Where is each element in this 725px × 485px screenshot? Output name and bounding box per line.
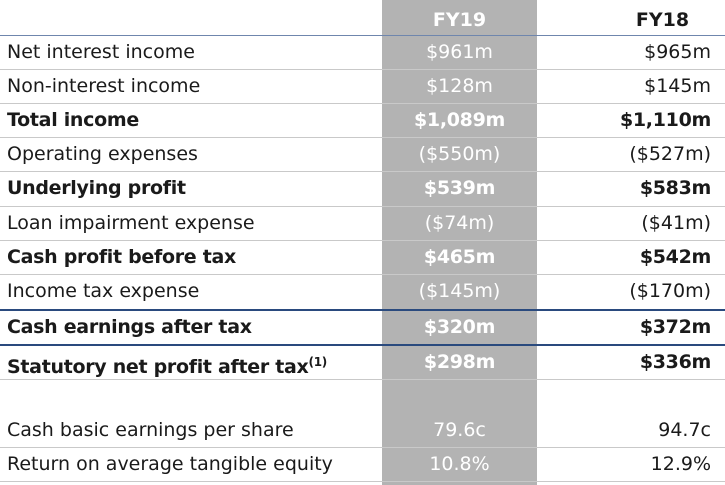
- row-label: Statutory net profit after tax(1): [7, 345, 327, 379]
- fy18-value: $145m: [644, 75, 711, 97]
- fy18-value: ($527m): [629, 143, 711, 165]
- row-label: Net interest income: [7, 41, 195, 63]
- fy19-value: $298m: [423, 351, 496, 373]
- fy19-value: ($550m): [418, 143, 501, 165]
- fy19-value: ($145m): [418, 280, 501, 302]
- fy18-value: $583m: [639, 177, 711, 199]
- fy19-value: 79.6c: [433, 419, 486, 441]
- row-label: Loan impairment expense: [7, 212, 255, 234]
- row-loan-impairment-expense: Loan impairment expense ($74m) ($41m): [0, 206, 725, 240]
- row-operating-expenses: Operating expenses ($550m) ($527m): [0, 137, 725, 171]
- fy19-value: $539m: [423, 177, 496, 199]
- row-divider: [0, 447, 725, 448]
- row-label: Operating expenses: [7, 143, 198, 165]
- row-label: Total income: [7, 109, 139, 131]
- fy19-column-highlight: [382, 0, 537, 485]
- row-divider: [0, 103, 725, 104]
- row-label: Cash earnings after tax: [7, 316, 252, 338]
- fy18-value: $1,110m: [619, 109, 711, 131]
- fy19-value: 10.8%: [429, 453, 490, 475]
- row-divider: [0, 137, 725, 138]
- row-label: Cash basic earnings per share: [7, 419, 294, 441]
- row-cash-basic-eps: Cash basic earnings per share 79.6c 94.7…: [0, 413, 725, 447]
- row-label: Cash profit before tax: [7, 246, 236, 268]
- fy18-value: $965m: [644, 41, 711, 63]
- cash-earnings-top-rule: [0, 309, 725, 311]
- header-fy19: FY19: [432, 9, 487, 31]
- fy19-value: $320m: [423, 316, 496, 338]
- fy18-value: $542m: [639, 246, 711, 268]
- row-underlying-profit: Underlying profit $539m $583m: [0, 171, 725, 205]
- fy19-value: $128m: [426, 75, 493, 97]
- row-divider: [0, 206, 725, 207]
- fy19-value: $465m: [423, 246, 496, 268]
- row-income-tax-expense: Income tax expense ($145m) ($170m): [0, 274, 725, 308]
- fy18-value: 12.9%: [650, 453, 711, 475]
- footnote-marker: (1): [308, 355, 328, 369]
- fy19-value: $1,089m: [413, 109, 506, 131]
- row-divider: [0, 240, 725, 241]
- fy18-value: ($170m): [629, 280, 711, 302]
- header-divider: [0, 35, 725, 36]
- fy18-value: 94.7c: [658, 419, 711, 441]
- row-label: Return on average tangible equity: [7, 453, 333, 475]
- fy18-value: ($41m): [641, 212, 711, 234]
- row-non-interest-income: Non-interest income $128m $145m: [0, 69, 725, 103]
- row-label-text: Statutory net profit after tax: [7, 356, 309, 378]
- row-divider: [0, 274, 725, 275]
- row-label: Income tax expense: [7, 280, 200, 302]
- fy19-value: $961m: [426, 41, 493, 63]
- row-cash-earnings-after-tax: Cash earnings after tax $320m $372m: [0, 310, 725, 344]
- header-fy18: FY18: [635, 9, 690, 31]
- row-divider: [0, 379, 725, 380]
- fy18-value: $372m: [639, 316, 711, 338]
- row-total-income: Total income $1,089m $1,110m: [0, 103, 725, 137]
- row-label: Non-interest income: [7, 75, 201, 97]
- row-net-interest-income: Net interest income $961m $965m: [0, 35, 725, 69]
- cash-earnings-bottom-rule: [0, 344, 725, 346]
- row-cash-profit-before-tax: Cash profit before tax $465m $542m: [0, 240, 725, 274]
- row-return-on-tangible-equity: Return on average tangible equity 10.8% …: [0, 447, 725, 481]
- fy18-value: $336m: [639, 351, 711, 373]
- fy19-value: ($74m): [424, 212, 495, 234]
- row-label: Underlying profit: [7, 177, 186, 199]
- row-divider: [0, 171, 725, 172]
- row-divider: [0, 481, 725, 482]
- row-statutory-net-profit: Statutory net profit after tax(1) $298m …: [0, 345, 725, 379]
- row-divider: [0, 69, 725, 70]
